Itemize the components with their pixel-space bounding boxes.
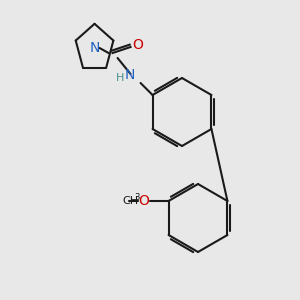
Text: CH: CH (123, 196, 139, 206)
Text: H: H (116, 73, 124, 83)
Text: 3: 3 (135, 194, 140, 202)
Text: N: N (124, 68, 135, 82)
Text: O: O (132, 38, 143, 52)
Text: N: N (89, 41, 100, 55)
Text: O: O (138, 194, 149, 208)
